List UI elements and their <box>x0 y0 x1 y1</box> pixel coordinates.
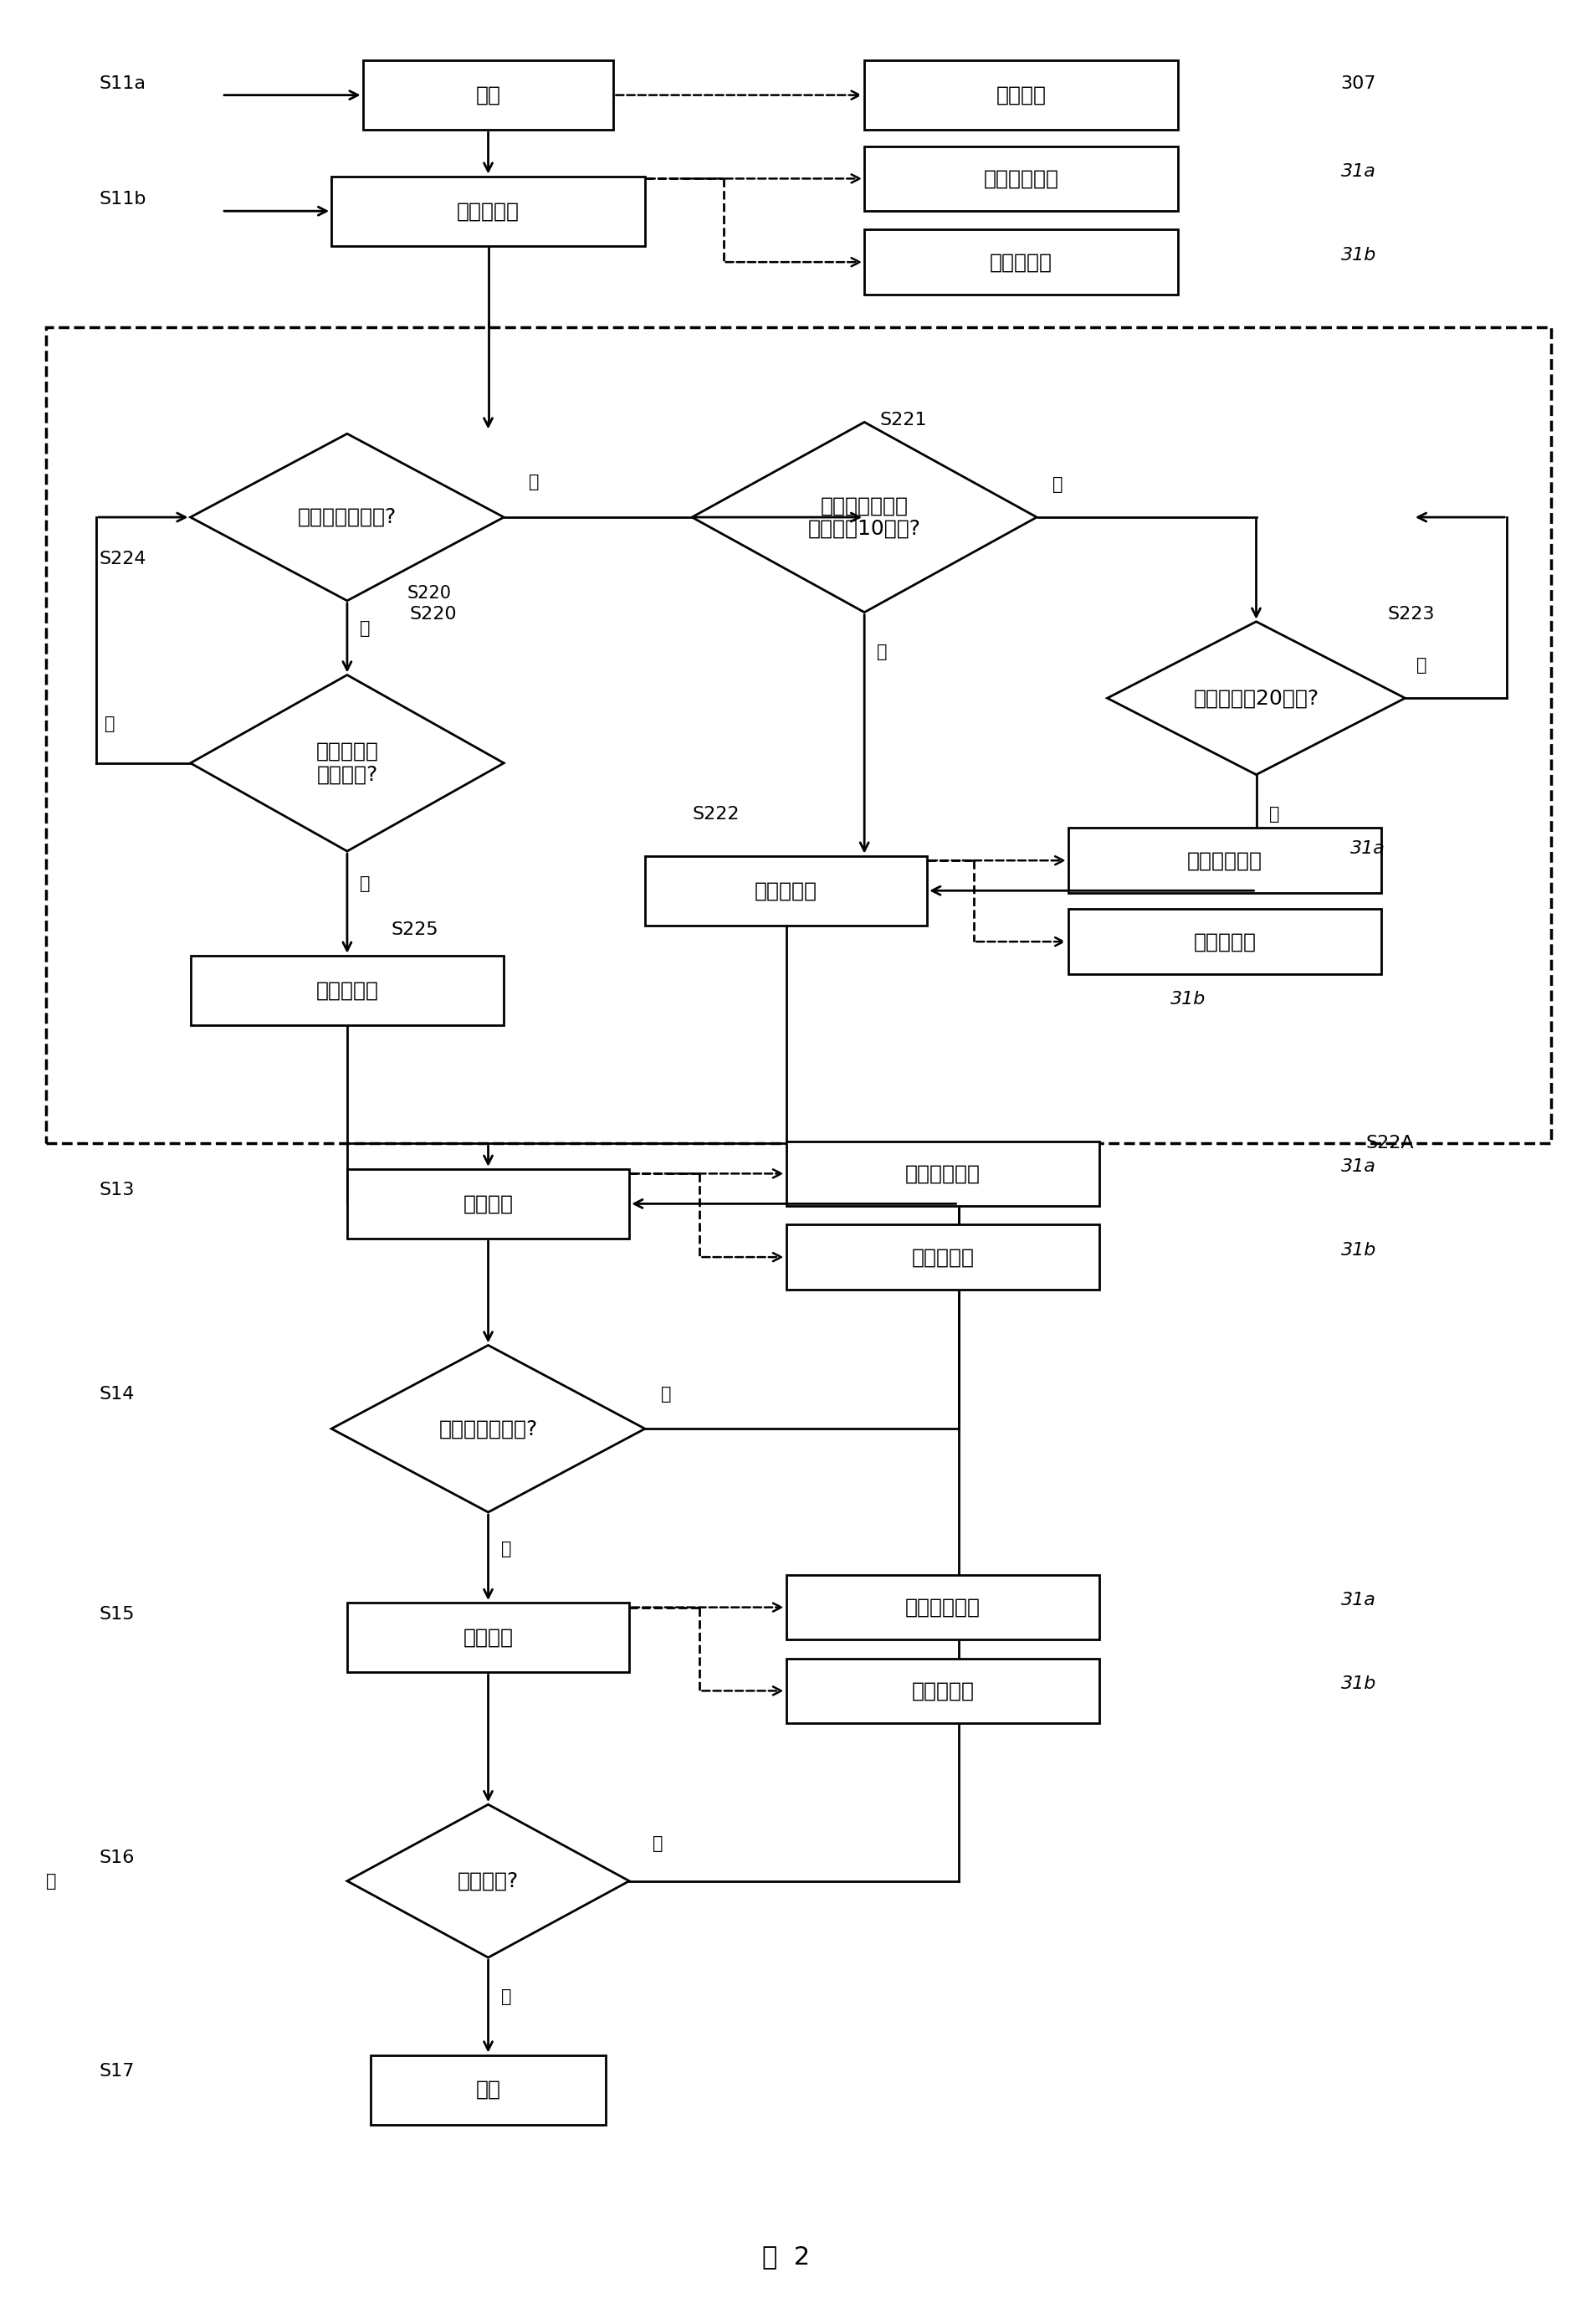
Text: 图  2: 图 2 <box>762 2245 810 2268</box>
Text: S222: S222 <box>692 806 739 823</box>
Text: S223: S223 <box>1388 607 1435 623</box>
Polygon shape <box>347 1803 629 1957</box>
Text: 31a: 31a <box>1341 1592 1376 1608</box>
Bar <box>347 1604 629 1673</box>
Bar <box>786 1141 1099 1206</box>
Text: 是否在规定设定
下经过了10分钟?: 是否在规定设定 下经过了10分钟? <box>808 495 921 539</box>
Text: 风扇驱动器: 风扇驱动器 <box>912 1248 975 1267</box>
Text: 通电: 通电 <box>476 86 501 105</box>
Bar <box>190 955 505 1025</box>
Text: 压缩机驱动器: 压缩机驱动器 <box>1187 851 1262 872</box>
Text: 否: 否 <box>660 1385 671 1401</box>
Text: S13: S13 <box>99 1181 135 1199</box>
Bar <box>786 1659 1099 1724</box>
Text: 停止指令: 停止指令 <box>464 1627 514 1648</box>
Bar <box>371 2054 605 2124</box>
Text: S16: S16 <box>99 1850 135 1866</box>
Text: 控制基板: 控制基板 <box>997 86 1047 105</box>
Text: S221: S221 <box>880 411 927 428</box>
Text: S225: S225 <box>391 923 439 939</box>
Bar <box>865 146 1177 211</box>
Text: 室内机是否停止?: 室内机是否停止? <box>439 1418 538 1439</box>
Text: 是: 是 <box>501 1541 511 1557</box>
Text: 否: 否 <box>46 1873 57 1889</box>
Text: 31a: 31a <box>1341 1157 1376 1176</box>
Text: 压缩机驱动器: 压缩机驱动器 <box>905 1597 981 1618</box>
Text: 驱动器断电: 驱动器断电 <box>755 881 817 902</box>
Text: 否: 否 <box>652 1836 663 1852</box>
Bar <box>865 60 1177 130</box>
Text: 是否经过了20分钟?: 是否经过了20分钟? <box>1193 688 1319 709</box>
Text: 31a: 31a <box>1350 841 1385 858</box>
Text: S22A: S22A <box>1366 1134 1415 1153</box>
Text: 31b: 31b <box>1341 1676 1377 1692</box>
Text: 室内机是否运行?: 室内机是否运行? <box>297 507 396 528</box>
Text: 否: 否 <box>104 716 115 732</box>
Text: 是: 是 <box>360 621 369 637</box>
Text: 运行指令: 运行指令 <box>464 1195 514 1213</box>
Text: S15: S15 <box>99 1606 135 1622</box>
Text: 风扇驱动器: 风扇驱动器 <box>1193 932 1256 953</box>
Text: S11a: S11a <box>99 74 146 93</box>
Text: 驱动器电源
是否切断?: 驱动器电源 是否切断? <box>316 741 379 786</box>
Text: S220: S220 <box>410 607 457 623</box>
Text: S17: S17 <box>99 2064 135 2080</box>
Text: 31b: 31b <box>1341 246 1377 263</box>
Bar <box>786 1576 1099 1641</box>
Text: 驱动器通电: 驱动器通电 <box>316 981 379 999</box>
Bar <box>46 328 1552 1143</box>
Text: 断电: 断电 <box>476 2080 501 2101</box>
Text: 风扇驱动器: 风扇驱动器 <box>912 1680 975 1701</box>
Text: 否: 否 <box>1052 476 1063 493</box>
Text: 307: 307 <box>1341 74 1377 93</box>
Text: 否: 否 <box>1416 658 1426 674</box>
Bar <box>645 855 927 925</box>
Text: 是: 是 <box>1269 806 1280 823</box>
Polygon shape <box>1107 621 1405 774</box>
Bar <box>363 60 613 130</box>
Text: 是: 是 <box>360 876 369 892</box>
Bar <box>347 1169 629 1239</box>
Bar <box>1067 827 1382 892</box>
Text: 驱动器通电: 驱动器通电 <box>457 200 520 221</box>
Text: 压缩机驱动器: 压缩机驱动器 <box>905 1164 981 1183</box>
Text: 风扇驱动器: 风扇驱动器 <box>990 251 1053 272</box>
Text: 31b: 31b <box>1341 1241 1377 1260</box>
Bar <box>865 230 1177 295</box>
Text: S14: S14 <box>99 1385 135 1401</box>
Polygon shape <box>190 674 505 851</box>
Polygon shape <box>332 1346 645 1513</box>
Polygon shape <box>692 423 1038 611</box>
Bar <box>786 1225 1099 1290</box>
Polygon shape <box>190 435 505 600</box>
Text: S11b: S11b <box>99 191 146 207</box>
Text: 31a: 31a <box>1341 163 1376 179</box>
Text: 是否断电?: 是否断电? <box>457 1871 519 1892</box>
Text: 31b: 31b <box>1170 992 1206 1009</box>
Text: S224: S224 <box>99 551 146 567</box>
Text: 否: 否 <box>528 474 539 490</box>
Text: 是: 是 <box>501 1989 511 2006</box>
Text: 压缩机驱动器: 压缩机驱动器 <box>984 170 1060 188</box>
Bar <box>1067 909 1382 974</box>
Text: 是: 是 <box>877 644 887 660</box>
Bar <box>332 177 645 246</box>
Text: S220: S220 <box>407 586 451 602</box>
